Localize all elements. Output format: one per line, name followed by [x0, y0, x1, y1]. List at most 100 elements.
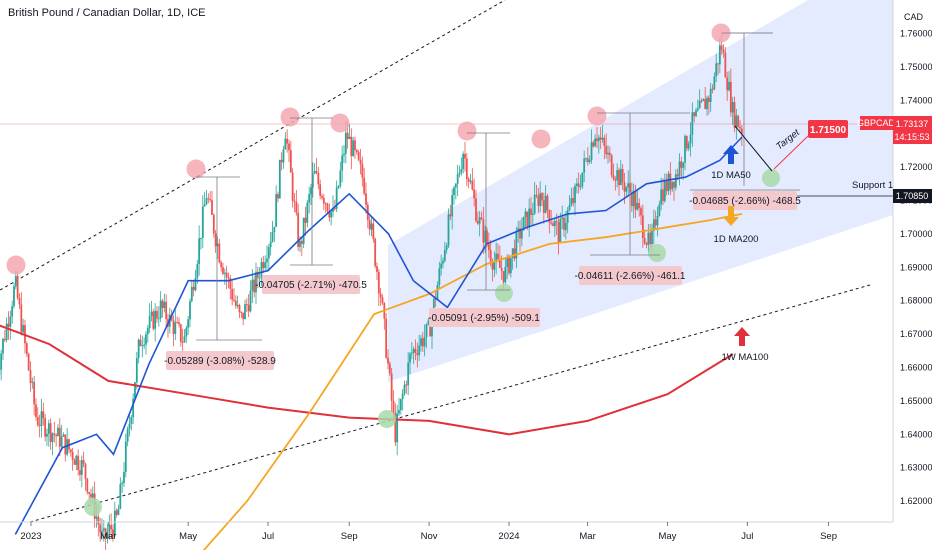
- candle-body: [685, 136, 688, 149]
- candle-body: [33, 381, 36, 405]
- candle-body: [132, 398, 135, 418]
- candle-body: [656, 215, 659, 226]
- candle-body: [724, 52, 727, 78]
- candle-body: [663, 181, 666, 201]
- candle-body: [9, 316, 12, 327]
- time-tick-label: Mar: [100, 531, 116, 542]
- candle-body: [240, 312, 243, 314]
- candle-body: [123, 471, 125, 483]
- candle-body: [394, 412, 397, 443]
- measurement-box-4: -0.04611 (-2.66%) -461.1: [575, 266, 686, 285]
- candle-body: [284, 138, 287, 150]
- candle-body: [599, 137, 602, 140]
- candle-body: [469, 180, 472, 182]
- candle-body: [192, 286, 195, 291]
- candle-body: [627, 183, 630, 188]
- candle-body: [150, 311, 153, 316]
- time-tick-label: 2023: [20, 531, 41, 542]
- candle-body: [278, 159, 281, 199]
- candle-body: [236, 305, 239, 307]
- measurement-box-3: -0.05091 (-2.95%) -509.1: [428, 308, 540, 327]
- candle-body: [454, 183, 457, 188]
- candle-body: [412, 348, 415, 353]
- candle-body: [564, 222, 567, 230]
- candle-body: [117, 508, 120, 515]
- price-tick-label: 1.76000: [900, 29, 932, 39]
- candle-body: [46, 433, 48, 437]
- candle-body: [80, 460, 83, 475]
- current-timer-text: 14:15:53: [894, 132, 929, 142]
- candle-body: [194, 278, 197, 291]
- candle-body: [508, 257, 510, 274]
- candle-body: [251, 279, 254, 291]
- candle-body: [200, 237, 202, 239]
- candle-body: [740, 128, 743, 134]
- candle-body: [654, 219, 657, 226]
- candle-body: [482, 219, 485, 243]
- candle-body: [343, 153, 345, 156]
- candle-body: [227, 277, 230, 279]
- candle-body: [71, 451, 74, 461]
- candle-body: [476, 220, 479, 224]
- bottom-circle: [84, 498, 102, 516]
- candle-body: [231, 288, 234, 300]
- candle-body: [403, 384, 406, 394]
- candle-body: [135, 358, 138, 383]
- candle-body: [528, 208, 531, 228]
- candle-body: [401, 393, 404, 399]
- candle-body: [84, 463, 87, 479]
- candle-body: [447, 214, 450, 246]
- candle-body: [346, 132, 349, 139]
- candle-body: [693, 112, 696, 117]
- candle-body: [464, 153, 466, 159]
- candle-body: [344, 132, 347, 154]
- candle-body: [79, 470, 81, 475]
- current-price-tag: GBPCAD 1.73137 14:15:53: [857, 116, 932, 144]
- candle-body: [568, 205, 571, 211]
- candle-body: [537, 195, 540, 206]
- candle-body: [40, 411, 43, 427]
- measurement-label-2: -0.04705 (-2.71%) -470.5: [255, 280, 367, 291]
- ma100w-line: [0, 324, 734, 436]
- candle-body: [143, 344, 146, 346]
- candle-body: [302, 217, 305, 244]
- candle-body: [119, 484, 122, 509]
- candle-body: [370, 223, 373, 230]
- candle-body: [245, 304, 248, 306]
- candle-body: [3, 338, 6, 341]
- candle-body: [350, 136, 353, 157]
- candle-body: [502, 271, 505, 283]
- candle-body: [101, 530, 103, 533]
- candle-body: [126, 428, 129, 442]
- candle-body: [49, 423, 52, 442]
- candle-body: [97, 516, 100, 525]
- candle-body: [207, 198, 210, 200]
- bottom-circle: [762, 169, 780, 187]
- candle-body: [365, 193, 367, 205]
- candle-body: [526, 211, 529, 228]
- candle-body: [555, 221, 558, 223]
- candle-body: [579, 186, 582, 188]
- candle-body: [352, 140, 355, 157]
- candle-body: [645, 243, 648, 245]
- candle-body: [77, 455, 80, 471]
- candle-body: [585, 158, 587, 160]
- candle-body: [427, 320, 430, 325]
- candle-body: [511, 248, 514, 258]
- candle-body: [460, 169, 463, 173]
- measurement-box-2: -0.04705 (-2.71%) -470.5: [255, 275, 367, 294]
- candle-body: [434, 298, 437, 300]
- candle-body: [75, 455, 78, 465]
- candle-body: [280, 159, 283, 163]
- candle-body: [308, 194, 311, 203]
- candle-body: [546, 195, 549, 211]
- candle-body: [73, 460, 76, 465]
- candle-body: [495, 253, 498, 263]
- candle-body: [570, 198, 573, 206]
- candle-body: [728, 81, 730, 91]
- candle-body: [390, 373, 393, 401]
- candle-body: [607, 152, 609, 155]
- candle-body: [196, 263, 199, 279]
- time-tick-label: Jul: [741, 531, 753, 542]
